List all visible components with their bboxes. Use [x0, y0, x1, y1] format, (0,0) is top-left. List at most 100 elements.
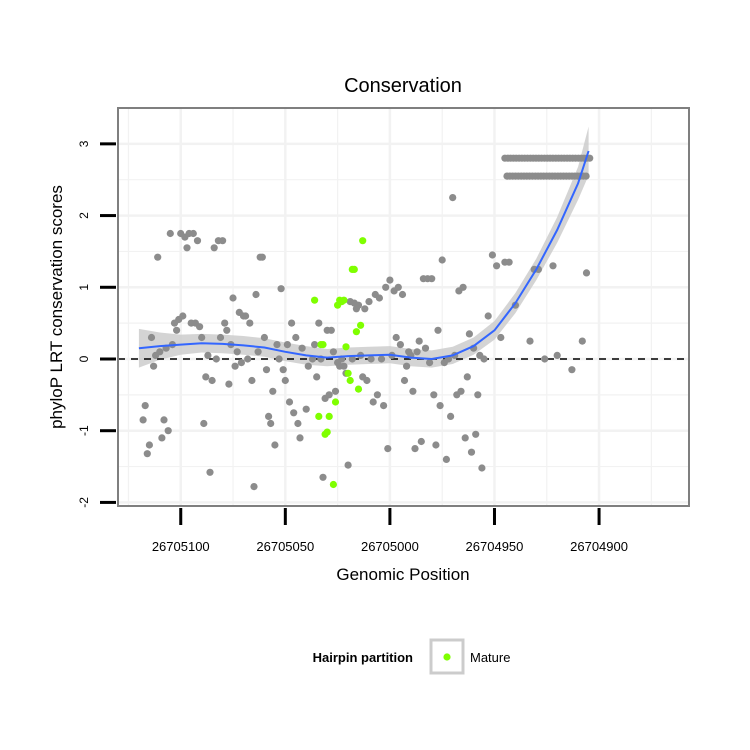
point-other: [434, 326, 442, 334]
point-other: [242, 312, 250, 320]
point-other: [484, 312, 492, 320]
y-tick-label: -1: [77, 425, 91, 436]
point-other: [428, 275, 436, 283]
point-other: [311, 341, 319, 349]
point-other: [363, 376, 371, 385]
point-other: [409, 387, 417, 395]
x-tick-label: 26705000: [361, 539, 419, 554]
point-other: [474, 391, 482, 399]
point-other: [221, 319, 229, 327]
point-other: [304, 362, 312, 370]
point-other: [246, 319, 254, 327]
point-other: [204, 351, 212, 359]
point-other: [325, 391, 333, 399]
plot-panel-border: [117, 107, 690, 507]
y-axis: -2 -1 0 1 2 3: [77, 140, 116, 508]
point-other: [382, 283, 390, 291]
points-mature: [311, 237, 367, 489]
point-other: [457, 387, 465, 395]
point-other: [380, 402, 388, 410]
point-other: [392, 333, 400, 342]
point-other: [319, 473, 327, 481]
point-other: [331, 387, 340, 395]
point-other: [248, 376, 256, 385]
point-mature: [325, 412, 333, 420]
point-other: [541, 355, 549, 363]
point-mature: [311, 296, 319, 304]
point-other: [578, 337, 586, 345]
point-other: [281, 376, 289, 385]
point-other: [160, 416, 168, 424]
point-other: [210, 244, 218, 252]
point-other: [403, 362, 411, 370]
point-other: [262, 366, 271, 374]
point-other: [478, 464, 486, 472]
point-other: [480, 355, 488, 363]
point-other: [156, 348, 164, 356]
point-mature: [346, 376, 354, 385]
point-other: [497, 333, 505, 342]
x-axis: 26705100 26705050 26705000 26704950 26704900: [152, 508, 628, 554]
point-other: [582, 172, 590, 180]
point-other: [365, 298, 373, 306]
point-other: [447, 412, 455, 420]
point-other: [202, 373, 210, 381]
point-other: [279, 366, 287, 374]
smooth-trend-line: [138, 150, 590, 361]
point-other: [164, 427, 172, 435]
point-other: [463, 373, 471, 381]
point-other: [296, 434, 304, 442]
point-other: [472, 430, 480, 438]
point-other: [327, 326, 335, 334]
point-other: [329, 348, 337, 356]
y-tick-label: 2: [77, 212, 91, 219]
point-other: [553, 351, 561, 359]
point-other: [298, 344, 306, 352]
point-other: [373, 391, 381, 399]
point-other: [288, 319, 296, 327]
point-mature: [340, 296, 348, 304]
point-other: [196, 323, 204, 331]
point-other: [258, 253, 266, 261]
x-tick-label: 26704900: [570, 539, 628, 554]
point-other: [426, 359, 434, 367]
point-other: [193, 237, 202, 245]
y-tick-label: 3: [77, 140, 91, 147]
point-other: [145, 441, 153, 449]
point-other: [212, 355, 220, 363]
point-other: [267, 419, 275, 428]
point-other: [315, 319, 323, 327]
point-other: [313, 373, 321, 381]
point-other: [396, 341, 404, 349]
point-other: [139, 416, 147, 424]
point-other: [493, 262, 501, 270]
point-other: [225, 380, 233, 388]
point-other: [348, 355, 356, 363]
point-other: [411, 445, 419, 453]
point-other: [154, 253, 162, 261]
point-other: [250, 483, 258, 491]
point-other: [237, 359, 245, 367]
point-other: [377, 355, 386, 363]
point-other: [269, 387, 277, 395]
point-other: [166, 229, 174, 238]
point-other: [367, 355, 375, 363]
y-tick-label: 1: [77, 284, 91, 291]
point-other: [198, 333, 206, 342]
point-other: [354, 301, 363, 309]
point-other: [344, 461, 352, 469]
point-other: [549, 262, 557, 270]
point-other: [183, 244, 191, 252]
point-other: [421, 344, 430, 352]
point-other: [141, 402, 149, 410]
point-mature: [315, 412, 323, 420]
point-other: [229, 294, 237, 302]
point-other: [398, 290, 407, 299]
point-other: [568, 366, 576, 374]
grid-lines: [118, 108, 689, 506]
point-other: [375, 294, 383, 302]
point-other: [302, 405, 310, 413]
point-mature: [323, 428, 331, 436]
point-other: [216, 333, 225, 342]
